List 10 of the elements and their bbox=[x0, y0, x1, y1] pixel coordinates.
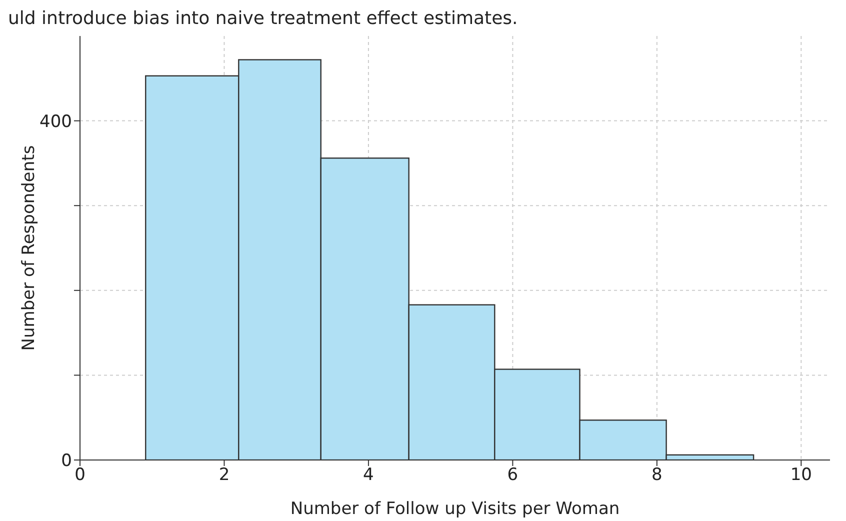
x-axis-title: Number of Follow up Visits per Woman bbox=[290, 499, 620, 519]
x-tick-label: 0 bbox=[74, 465, 86, 486]
text: uld introduce bias into naive treatment effect estimates. bbox=[8, 8, 519, 30]
y-axis-title: Number of Respondents bbox=[19, 145, 40, 351]
x-tick-label: 2 bbox=[218, 465, 230, 486]
x-tick-label: 10 bbox=[790, 465, 812, 486]
x-tick-label: 6 bbox=[507, 465, 518, 486]
x-tick-label: 4 bbox=[363, 465, 374, 486]
y-tick-label: 400 bbox=[40, 112, 72, 132]
x-tick-label: 8 bbox=[652, 465, 662, 486]
